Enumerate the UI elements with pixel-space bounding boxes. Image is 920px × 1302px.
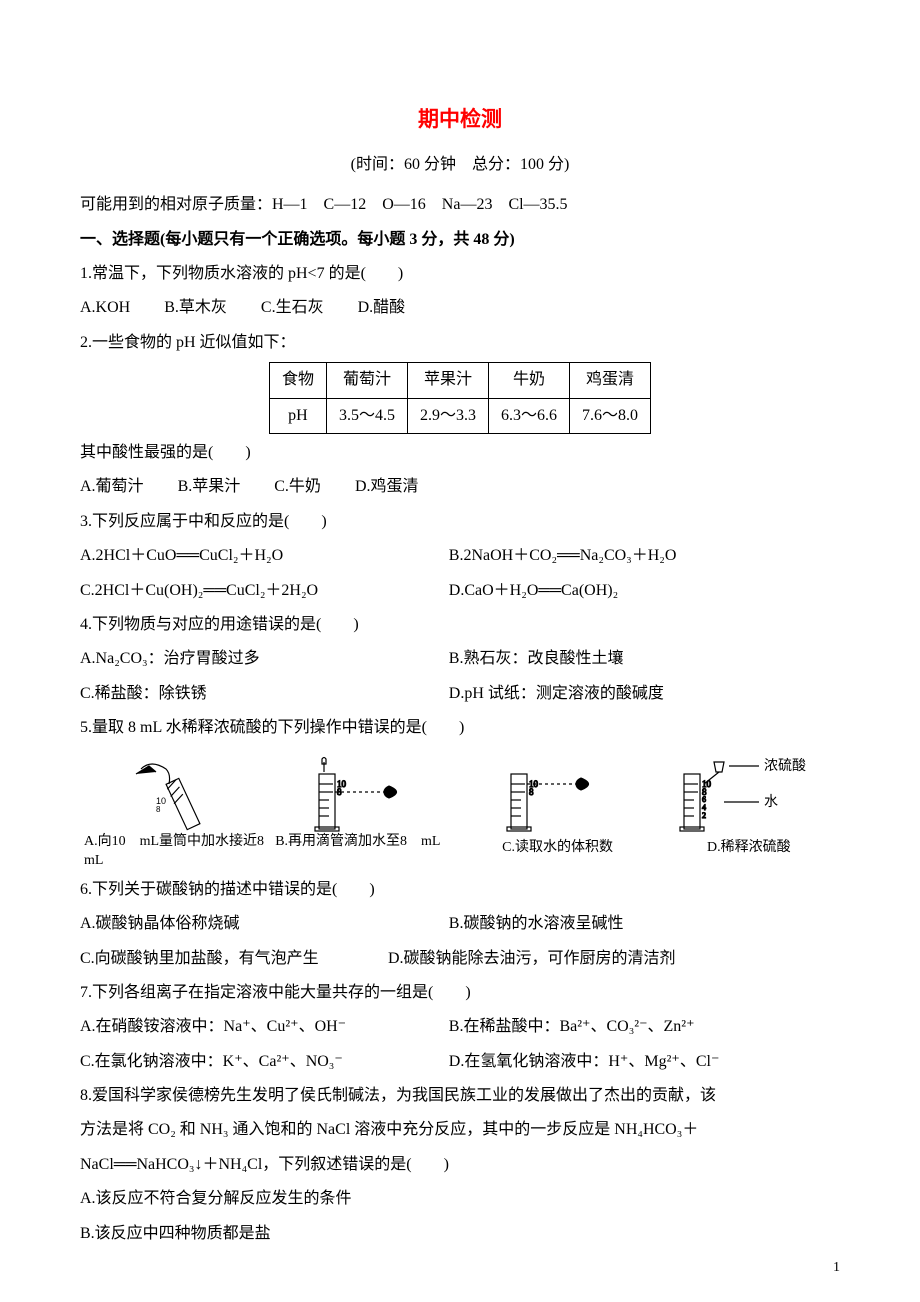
q3-stem: 3.下列反应属于中和反应的是( ) xyxy=(80,507,840,537)
q6-b: B.碳酸钠的水溶液呈碱性 xyxy=(449,909,814,939)
q2-c: C.牛奶 xyxy=(274,472,321,502)
q5-stem: 5.量取 8 mL 水稀释浓硫酸的下列操作中错误的是( ) xyxy=(80,713,840,743)
q2-d: D.鸡蛋清 xyxy=(355,472,419,502)
q1-c: C.生石灰 xyxy=(261,293,324,323)
atomic-masses: 可能用到的相对原子质量：H—1 C—12 O—16 Na—23 Cl—35.5 xyxy=(80,190,840,220)
q6-c: C.向碳酸钠里加盐酸，有气泡产生 xyxy=(80,944,384,974)
q6-row1: A.碳酸钠晶体俗称烧碱 B.碳酸钠的水溶液呈碱性 xyxy=(80,909,840,939)
q8-stem1: 8.爱国科学家侯德榜先生发明了侯氏制碱法，为我国民族工业的发展做出了杰出的贡献，… xyxy=(80,1081,840,1111)
cylinder-pour-icon: 10 8 xyxy=(121,754,221,834)
exam-page: 期中检测 (时间：60 分钟 总分：100 分) 可能用到的相对原子质量：H—1… xyxy=(0,0,920,1302)
exam-subtitle: (时间：60 分钟 总分：100 分) xyxy=(80,150,840,180)
q4-row1: A.Na₂CO₃：治疗胃酸过多 B.熟石灰：改良酸性土壤 xyxy=(80,644,840,674)
q7-c: C.在氯化钠溶液中：K⁺、Ca²⁺、NO₃⁻ xyxy=(80,1047,445,1077)
q5-img-c: 10 8 xyxy=(465,754,647,834)
q3-c: C.2HCl＋Cu(OH)₂══CuCl₂＋2H₂O xyxy=(80,576,445,606)
td-milk: 6.3～6.6 xyxy=(489,398,570,433)
svg-text:8: 8 xyxy=(529,787,534,797)
q2-follow: 其中酸性最强的是( ) xyxy=(80,438,840,468)
th-milk: 牛奶 xyxy=(489,363,570,398)
q7-d: D.在氢氧化钠溶液中：H⁺、Mg²⁺、Cl⁻ xyxy=(449,1047,814,1077)
q5-img-d: 10 8 6 4 2 浓硫酸 水 xyxy=(658,754,840,834)
q6-a: A.碳酸钠晶体俗称烧碱 xyxy=(80,909,445,939)
td-apple: 2.9～3.3 xyxy=(407,398,488,433)
q8-stem3: NaCl══NaHCO₃↓＋NH₄Cl，下列叙述错误的是( ) xyxy=(80,1150,840,1180)
q1-stem: 1.常温下，下列物质水溶液的 pH<7 的是( ) xyxy=(80,259,840,289)
q6-stem: 6.下列关于碳酸钠的描述中错误的是( ) xyxy=(80,875,840,905)
q4-row2: C.稀盐酸：除铁锈 D.pH 试纸：测定溶液的酸碱度 xyxy=(80,679,840,709)
page-number: 1 xyxy=(833,1255,840,1282)
q6-row2: C.向碳酸钠里加盐酸，有气泡产生 D.碳酸钠能除去油污，可作厨房的清洁剂 xyxy=(80,944,840,974)
q4-b: B.熟石灰：改良酸性土壤 xyxy=(449,644,814,674)
q8-a: A.该反应不符合复分解反应发生的条件 xyxy=(80,1184,840,1214)
table-row: 食物 葡萄汁 苹果汁 牛奶 鸡蛋清 xyxy=(269,363,650,398)
acid-label: 浓硫酸 xyxy=(764,758,806,774)
td-egg: 7.6～8.0 xyxy=(570,398,651,433)
water-label: 水 xyxy=(764,794,778,810)
q5-cap-a: A.向10 mL量筒中加水接近8 mL xyxy=(80,832,266,871)
table-row: pH 3.5～4.5 2.9～3.3 6.3～6.6 7.6～8.0 xyxy=(269,398,650,433)
q8-stem2: 方法是将 CO₂ 和 NH₃ 通入饱和的 NaCl 溶液中充分反应，其中的一步反… xyxy=(80,1115,840,1145)
q8-b: B.该反应中四种物质都是盐 xyxy=(80,1219,840,1249)
th-apple: 苹果汁 xyxy=(407,363,488,398)
svg-text:2: 2 xyxy=(702,811,706,820)
q4-stem: 4.下列物质与对应的用途错误的是( ) xyxy=(80,610,840,640)
q7-a: A.在硝酸铵溶液中：Na⁺、Cu²⁺、OH⁻ xyxy=(80,1012,445,1042)
q2-stem: 2.一些食物的 pH 近似值如下： xyxy=(80,328,840,358)
q3-d: D.CaO＋H₂O══Ca(OH)₂ xyxy=(449,576,814,606)
q2-a: A.葡萄汁 xyxy=(80,472,144,502)
q1-b: B.草木灰 xyxy=(164,293,227,323)
q7-row2: C.在氯化钠溶液中：K⁺、Ca²⁺、NO₃⁻ D.在氢氧化钠溶液中：H⁺、Mg²… xyxy=(80,1047,840,1077)
td-grape: 3.5～4.5 xyxy=(326,398,407,433)
q4-d: D.pH 试纸：测定溶液的酸碱度 xyxy=(449,679,814,709)
td-ph: pH xyxy=(269,398,326,433)
svg-text:8: 8 xyxy=(156,805,161,814)
q3-row2: C.2HCl＋Cu(OH)₂══CuCl₂＋2H₂O D.CaO＋H₂O══Ca… xyxy=(80,576,840,606)
q5-captions: A.向10 mL量筒中加水接近8 mL B.再用滴管滴加水至8 mL C.读取水… xyxy=(80,832,840,871)
q5-cap-b: B.再用滴管滴加水至8 mL xyxy=(271,832,457,871)
q2-options: A.葡萄汁 B.苹果汁 C.牛奶 D.鸡蛋清 xyxy=(80,472,840,502)
q5-cap-d: D.稀释浓硫酸 xyxy=(654,832,840,871)
q5-images: 10 8 10 8 xyxy=(80,754,840,834)
q5-img-b: 10 8 xyxy=(273,754,455,834)
q7-row1: A.在硝酸铵溶液中：Na⁺、Cu²⁺、OH⁻ B.在稀盐酸中：Ba²⁺、CO₃²… xyxy=(80,1012,840,1042)
q1-options: A.KOH B.草木灰 C.生石灰 D.醋酸 xyxy=(80,293,840,323)
cylinder-dropper-icon: 10 8 xyxy=(289,754,439,834)
q5-cap-c: C.读取水的体积数 xyxy=(462,832,648,871)
q7-b: B.在稀盐酸中：Ba²⁺、CO₃²⁻、Zn²⁺ xyxy=(449,1012,814,1042)
th-egg: 鸡蛋清 xyxy=(570,363,651,398)
q6-d: D.碳酸钠能除去油污，可作厨房的清洁剂 xyxy=(388,944,829,974)
q4-a: A.Na₂CO₃：治疗胃酸过多 xyxy=(80,644,445,674)
q3-row1: A.2HCl＋CuO══CuCl₂＋H₂O B.2NaOH＋CO₂══Na₂CO… xyxy=(80,541,840,571)
q4-c: C.稀盐酸：除铁锈 xyxy=(80,679,445,709)
q5-img-a: 10 8 xyxy=(80,754,262,834)
q2-b: B.苹果汁 xyxy=(178,472,241,502)
q3-a: A.2HCl＋CuO══CuCl₂＋H₂O xyxy=(80,541,445,571)
q2-table: 食物 葡萄汁 苹果汁 牛奶 鸡蛋清 pH 3.5～4.5 2.9～3.3 6.3… xyxy=(269,362,651,434)
th-food: 食物 xyxy=(269,363,326,398)
exam-title: 期中检测 xyxy=(80,100,840,140)
q1-d: D.醋酸 xyxy=(358,293,406,323)
cylinder-dilute-icon: 10 8 6 4 2 浓硫酸 水 xyxy=(664,754,834,834)
q1-a: A.KOH xyxy=(80,293,130,323)
section-heading: 一、选择题(每小题只有一个正确选项。每小题 3 分，共 48 分) xyxy=(80,225,840,255)
q7-stem: 7.下列各组离子在指定溶液中能大量共存的一组是( ) xyxy=(80,978,840,1008)
th-grape: 葡萄汁 xyxy=(326,363,407,398)
q3-b: B.2NaOH＋CO₂══Na₂CO₃＋H₂O xyxy=(449,541,814,571)
cylinder-read-icon: 10 8 xyxy=(481,754,631,834)
